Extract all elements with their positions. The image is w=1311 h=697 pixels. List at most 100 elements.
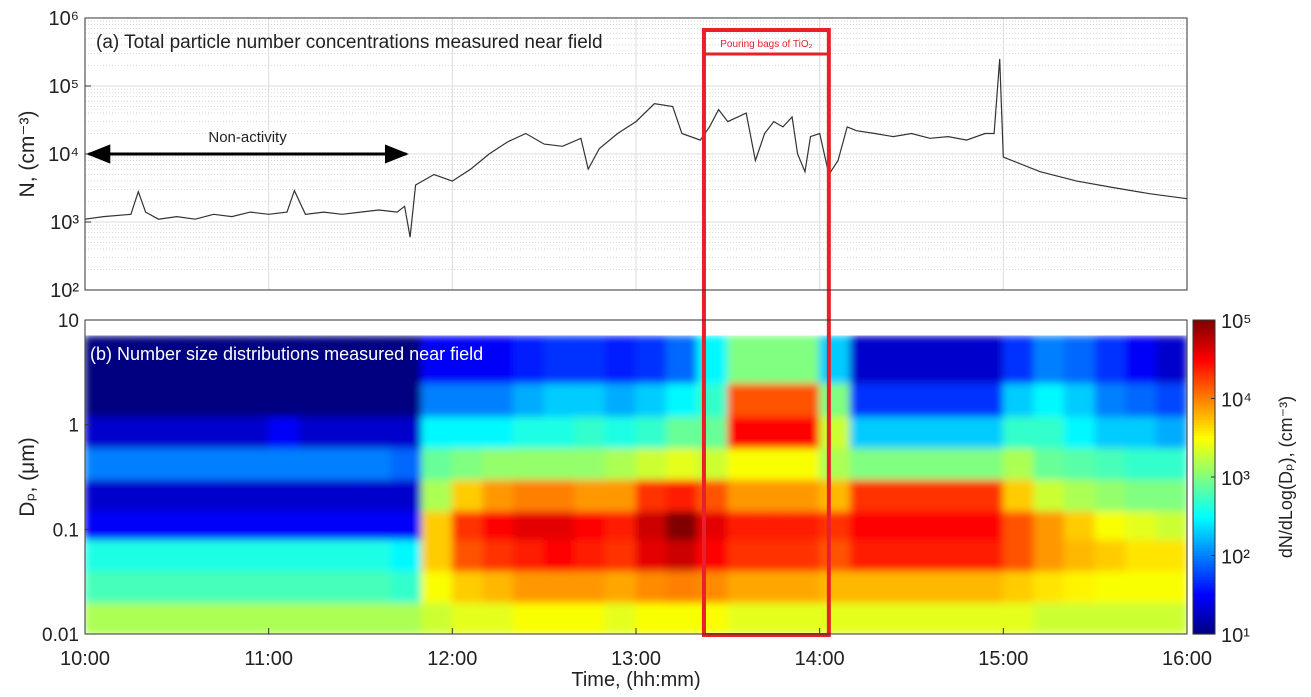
heat-cell bbox=[666, 382, 698, 417]
heat-cell bbox=[604, 415, 637, 449]
heat-cell bbox=[451, 447, 484, 480]
colorbar-step bbox=[1193, 513, 1215, 517]
heat-cell bbox=[635, 447, 668, 480]
heat-cell bbox=[941, 335, 974, 384]
heat-cell bbox=[329, 538, 361, 572]
heat-cell bbox=[727, 382, 760, 417]
heat-cell bbox=[788, 382, 821, 417]
heat-cell bbox=[298, 447, 331, 480]
heat-cell bbox=[574, 478, 606, 512]
heat-cell bbox=[788, 510, 821, 540]
heat-cell bbox=[1063, 538, 1096, 572]
heat-cell bbox=[574, 538, 606, 572]
heat-cell bbox=[1155, 415, 1187, 449]
heatmap bbox=[85, 335, 1187, 634]
heat-cell bbox=[1033, 570, 1065, 603]
heat-cell bbox=[1033, 478, 1065, 512]
colorbar-step bbox=[1193, 581, 1215, 585]
colorbar-step bbox=[1193, 427, 1215, 431]
heat-cell bbox=[880, 415, 912, 449]
heat-cell bbox=[207, 447, 239, 480]
heat-cell bbox=[543, 601, 576, 634]
heat-cell bbox=[696, 382, 729, 417]
colorbar-tick-label: 10¹ bbox=[1221, 625, 1250, 647]
heat-cell bbox=[85, 601, 117, 634]
colorbar-step bbox=[1193, 560, 1215, 564]
heat-cell bbox=[512, 415, 545, 449]
heat-cell bbox=[696, 510, 729, 540]
heat-cell bbox=[421, 382, 453, 417]
heat-cell bbox=[512, 335, 545, 384]
heat-cell bbox=[85, 447, 117, 480]
annotation-text: Non-activity bbox=[208, 129, 287, 146]
heat-cell bbox=[819, 478, 851, 512]
colorbar-step bbox=[1193, 605, 1215, 609]
heat-cell bbox=[635, 510, 668, 540]
colorbar-step bbox=[1193, 414, 1215, 418]
heat-cell bbox=[604, 382, 637, 417]
heat-cell bbox=[972, 447, 1004, 480]
heat-cell bbox=[758, 415, 790, 449]
heat-cell bbox=[1094, 538, 1127, 572]
heat-cell bbox=[115, 510, 147, 540]
colorbar-step bbox=[1193, 422, 1215, 426]
heat-cell bbox=[1094, 335, 1127, 384]
y-tick-label: 0.1 bbox=[53, 520, 79, 541]
heat-cell bbox=[1063, 601, 1096, 634]
heat-cell bbox=[788, 415, 821, 449]
heat-cell bbox=[604, 570, 637, 603]
heat-cell bbox=[941, 382, 974, 417]
heat-cell bbox=[237, 538, 270, 572]
heat-cell bbox=[972, 510, 1004, 540]
heat-cell bbox=[1002, 478, 1035, 512]
y-tick-label: 10⁵ bbox=[48, 76, 79, 98]
heat-cell bbox=[1002, 382, 1035, 417]
heat-cell bbox=[574, 382, 606, 417]
heat-cell bbox=[727, 335, 760, 384]
heat-cell bbox=[268, 538, 300, 572]
colorbar-step bbox=[1193, 497, 1215, 502]
colorbar-step bbox=[1193, 479, 1215, 483]
heat-cell bbox=[666, 415, 698, 449]
colorbar-step bbox=[1193, 416, 1215, 421]
heat-cell bbox=[176, 570, 209, 603]
heat-cell bbox=[849, 601, 882, 634]
heat-cell bbox=[1094, 570, 1127, 603]
heat-cell bbox=[237, 570, 270, 603]
heat-cell bbox=[574, 415, 606, 449]
heat-cell bbox=[390, 415, 423, 449]
heat-cell bbox=[819, 447, 851, 480]
heat-cell bbox=[696, 415, 729, 449]
colorbar-step bbox=[1193, 626, 1215, 630]
heat-cell bbox=[941, 510, 974, 540]
heat-cell bbox=[972, 382, 1004, 417]
y-tick-label: 10³ bbox=[50, 212, 79, 234]
heat-cell bbox=[1155, 601, 1187, 634]
heat-cell bbox=[85, 478, 117, 512]
colorbar-step bbox=[1193, 335, 1215, 339]
colorbar-step bbox=[1193, 571, 1215, 575]
heat-cell bbox=[1155, 382, 1187, 417]
heat-cell bbox=[298, 538, 331, 572]
heat-cell bbox=[788, 601, 821, 634]
heat-cell bbox=[849, 510, 882, 540]
colorbar-step bbox=[1193, 442, 1215, 447]
heat-cell bbox=[941, 538, 974, 572]
heat-cell bbox=[451, 510, 484, 540]
heat-cell bbox=[237, 447, 270, 480]
heat-cell bbox=[329, 478, 361, 512]
heat-cell bbox=[390, 335, 423, 384]
colorbar-step bbox=[1193, 424, 1215, 428]
heat-cell bbox=[635, 538, 668, 572]
colorbar-step bbox=[1193, 437, 1215, 441]
heat-cell bbox=[911, 538, 943, 572]
heat-cell bbox=[360, 570, 392, 603]
y-tick-label: 0.01 bbox=[42, 625, 79, 646]
colorbar-step bbox=[1193, 429, 1215, 434]
colorbar-step bbox=[1193, 599, 1215, 604]
heat-cell bbox=[727, 538, 760, 572]
heat-cell bbox=[666, 601, 698, 634]
colorbar-step bbox=[1193, 453, 1215, 457]
heat-cell bbox=[268, 415, 300, 449]
colorbar-step bbox=[1193, 361, 1215, 366]
